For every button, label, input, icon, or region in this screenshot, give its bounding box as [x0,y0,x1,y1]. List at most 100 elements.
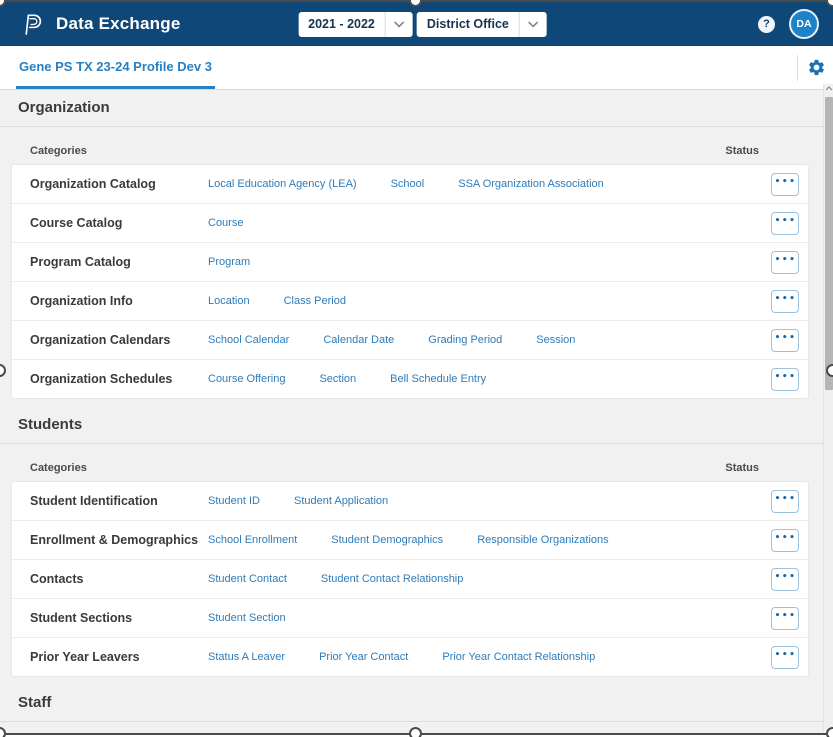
status-column-header: Status [725,462,759,474]
category-row: Enrollment & DemographicsSchool Enrollme… [12,521,808,560]
categories-card: Student IdentificationStudent IDStudent … [12,482,808,676]
scrollbar-thumb[interactable] [825,97,833,390]
school-year-value: 2021 - 2022 [298,17,385,31]
section-staff: Staff [0,676,823,722]
tab-bar-tools [797,46,828,89]
category-label: Student Sections [30,611,208,625]
entity-link[interactable]: Prior Year Contact [319,651,408,663]
row-actions-button[interactable]: ••• [771,368,799,391]
category-row: Organization CatalogLocal Education Agen… [12,165,808,204]
category-row: Organization InfoLocation Class Period ••• [12,282,808,321]
selection-handle[interactable] [826,727,833,737]
row-actions-button[interactable]: ••• [771,290,799,313]
entity-link[interactable]: Student Demographics [331,534,443,546]
gear-icon[interactable] [807,58,828,77]
row-actions-button[interactable]: ••• [771,568,799,591]
entity-link[interactable]: School [391,178,425,190]
categories-column-header: Categories [30,145,87,157]
entity-link[interactable]: Course [208,217,243,229]
app-header: Data Exchange 2021 - 2022 District Offic… [0,2,833,46]
section-heading: Students [0,398,823,444]
entity-link[interactable]: SSA Organization Association [458,178,604,190]
entity-link[interactable]: Status A Leaver [208,651,285,663]
entity-link[interactable]: Program [208,256,250,268]
vertical-scrollbar[interactable] [823,84,833,735]
category-row: Student IdentificationStudent IDStudent … [12,482,808,521]
app-window: Data Exchange 2021 - 2022 District Offic… [0,0,833,737]
category-row: Course CatalogCourse ••• [12,204,808,243]
row-actions-button[interactable]: ••• [771,490,799,513]
category-links: School Enrollment Student Demographics Res… [208,534,771,546]
row-actions-button[interactable]: ••• [771,173,799,196]
entity-link[interactable]: Bell Schedule Entry [390,373,486,385]
category-links: Student ID Student Application [208,495,771,507]
entity-link[interactable]: Responsible Organizations [477,534,608,546]
scroll-up-arrow-icon[interactable] [824,86,833,91]
avatar[interactable]: DA [789,9,819,39]
help-icon[interactable]: ? [758,16,775,33]
row-actions-button[interactable]: ••• [771,329,799,352]
table-column-headers: CategoriesStatus [0,444,823,482]
row-actions-button[interactable]: ••• [771,212,799,235]
chevron-down-icon [519,12,547,37]
entity-link[interactable]: School Calendar [208,334,289,346]
entity-link[interactable]: Session [536,334,575,346]
entity-link[interactable]: Student Application [294,495,388,507]
entity-link[interactable]: Student ID [208,495,260,507]
section-organization: OrganizationCategoriesStatusOrganization… [0,90,823,398]
app-title: Data Exchange [56,14,180,34]
category-links: Program [208,256,771,268]
section-students: StudentsCategoriesStatusStudent Identifi… [0,398,823,676]
category-label: Student Identification [30,494,208,508]
entity-link[interactable]: Student Contact Relationship [321,573,463,585]
entity-link[interactable]: Prior Year Contact Relationship [442,651,595,663]
category-label: Contacts [30,572,208,586]
school-year-select[interactable]: 2021 - 2022 [298,12,413,37]
entity-link[interactable]: Calendar Date [323,334,394,346]
category-row: Organization SchedulesCourse OfferingSec… [12,360,808,398]
powerschool-logo-icon [20,12,45,37]
category-links: Local Education Agency (LEA) School SSA Or… [208,178,771,190]
chevron-down-icon [385,12,413,37]
entity-link[interactable]: Course Offering [208,373,285,385]
category-label: Prior Year Leavers [30,650,208,664]
entity-link[interactable]: Section [319,373,356,385]
entity-link[interactable]: Student Section [208,612,286,624]
entity-link[interactable]: Class Period [284,295,346,307]
profile-tab-bar: Gene PS TX 23-24 Profile Dev 3 [0,46,833,90]
category-row: Organization CalendarsSchool CalendarCal… [12,321,808,360]
school-value: District Office [417,17,519,31]
category-links: Student Contact Student Contact Relations… [208,573,771,585]
section-heading: Staff [0,676,823,722]
row-actions-button[interactable]: ••• [771,607,799,630]
selection-handle[interactable] [409,727,422,737]
row-actions-button[interactable]: ••• [771,251,799,274]
category-links: Location Class Period [208,295,771,307]
row-actions-button[interactable]: ••• [771,529,799,552]
tab-profile[interactable]: Gene PS TX 23-24 Profile Dev 3 [16,46,215,89]
category-links: Course [208,217,771,229]
category-links: Course Offering Section Bell Schedule Entr… [208,373,771,385]
entity-link[interactable]: Grading Period [428,334,502,346]
category-label: Program Catalog [30,255,208,269]
category-label: Enrollment & Demographics [30,533,208,547]
entity-link[interactable]: School Enrollment [208,534,297,546]
context-selectors: 2021 - 2022 District Office [298,12,547,37]
main-content: OrganizationCategoriesStatusOrganization… [0,90,823,733]
category-row: ContactsStudent Contact Student Contact R… [12,560,808,599]
entity-link[interactable]: Location [208,295,250,307]
row-actions-button[interactable]: ••• [771,646,799,669]
section-heading: Organization [0,90,823,127]
category-links: Status A Leaver Prior Year Contact Prior Y… [208,651,771,663]
category-links: Student Section [208,612,771,624]
categories-card: Organization CatalogLocal Education Agen… [12,165,808,398]
category-links: School Calendar Calendar Date Grading Peri… [208,334,771,346]
entity-link[interactable]: Student Contact [208,573,287,585]
selection-handle[interactable] [826,364,833,377]
category-label: Organization Info [30,294,208,308]
entity-link[interactable]: Local Education Agency (LEA) [208,178,357,190]
category-row: Program CatalogProgram ••• [12,243,808,282]
category-label: Course Catalog [30,216,208,230]
table-column-headers: CategoriesStatus [0,127,823,165]
school-select[interactable]: District Office [417,12,547,37]
